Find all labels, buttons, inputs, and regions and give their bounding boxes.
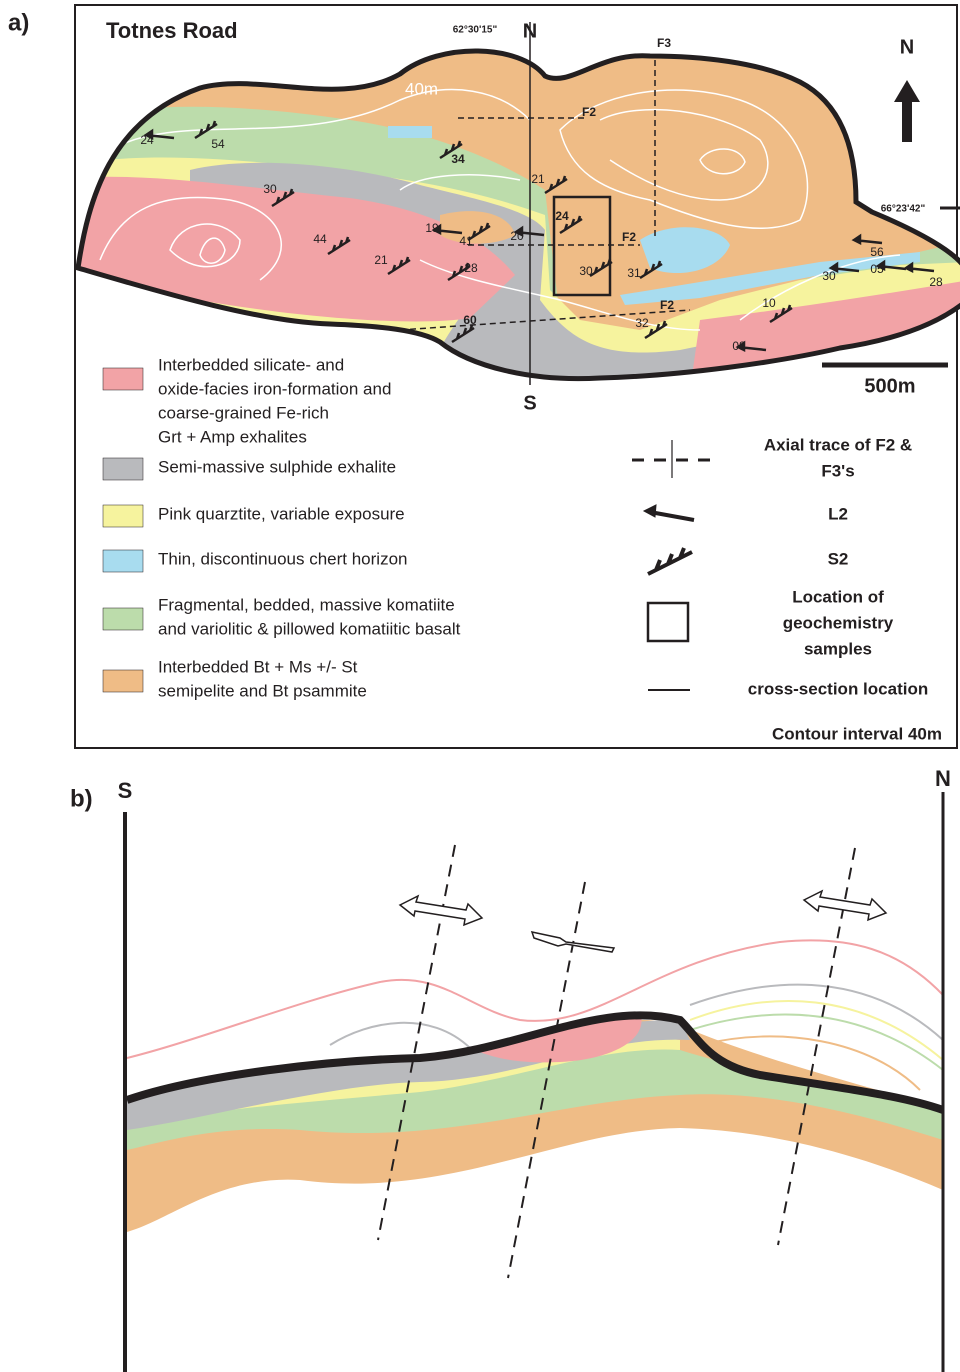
section-south: S (118, 778, 133, 803)
legend-swatch (103, 550, 143, 572)
panel-label: a) (8, 9, 29, 36)
north-arrow (894, 80, 920, 142)
legend-swatch (103, 505, 143, 527)
symbol-label: Axial trace of F2 & (764, 435, 912, 454)
legend-label: Pink quarztite, variable exposure (158, 504, 405, 523)
dip-label: 30 (263, 182, 277, 196)
dip-label: 21 (374, 253, 388, 267)
legend-label: oxide-facies iron-formation and (158, 379, 391, 398)
section-north: N (935, 766, 951, 791)
symbol-label: samples (804, 639, 872, 658)
dip-label: 24 (555, 209, 569, 223)
legend-label: coarse-grained Fe-rich (158, 403, 329, 422)
figure: a) Totnes Road 40m N (0, 0, 960, 1372)
cross-section (125, 792, 943, 1372)
legend-label: Thin, discontinuous chert horizon (158, 549, 407, 568)
legend-label: and variolitic & pillowed komatiitic bas… (158, 619, 461, 638)
dip-label: 30 (822, 269, 836, 283)
unit-chert (388, 126, 432, 138)
legend-label: Interbedded silicate- and (158, 355, 344, 374)
dip-label: 28 (929, 275, 943, 289)
dip-label: 44 (313, 232, 327, 246)
dip-label: 56 (870, 245, 884, 259)
map-units (70, 30, 960, 390)
legend-swatch (103, 608, 143, 630)
legend-label: Fragmental, bedded, massive komatiite (158, 595, 455, 614)
legend-label: Interbedded Bt + Ms +/- St (158, 657, 358, 676)
legend-label: Grt + Amp exhalites (158, 427, 307, 446)
symbol-label: L2 (828, 504, 848, 523)
symbol-label: geochemistry (783, 613, 894, 632)
contour-interval: Contour interval 40m (772, 724, 942, 743)
north-label: N (900, 36, 914, 58)
symbol-label: F3's (821, 461, 854, 480)
symbol-label: cross-section location (748, 679, 928, 698)
panel-label: b) (70, 785, 93, 812)
latitude: 66°23'42" (881, 204, 926, 215)
fold-label: F2 (582, 105, 596, 119)
contour-label: 40m (405, 79, 438, 98)
symbol-glyphs (632, 440, 710, 690)
legend-swatch (103, 670, 143, 692)
fold-label: F2 (622, 230, 636, 244)
dip-label: 31 (627, 266, 641, 280)
legend-label: semipelite and Bt psammite (158, 681, 367, 700)
legend-swatch (103, 458, 143, 480)
longitude: 62°30'15" (453, 25, 498, 36)
section-north: N (523, 20, 537, 42)
dip-label: 34 (451, 152, 465, 166)
symbol-label: S2 (828, 549, 849, 568)
legend-label: Semi-massive sulphide exhalite (158, 457, 396, 476)
scale-label: 500m (864, 375, 915, 397)
dip-label: 21 (531, 172, 545, 186)
dip-label: 41 (459, 234, 473, 248)
section-south: S (523, 392, 536, 414)
dip-label: 32 (635, 316, 649, 330)
dip-label: 54 (211, 137, 225, 151)
symbol-label: Location of (792, 587, 884, 606)
dip-label: 60 (463, 313, 477, 327)
map-title: Totnes Road (106, 18, 238, 43)
legend-swatch (103, 368, 143, 390)
dip-label: 10 (762, 296, 776, 310)
fold-label: F2 (660, 298, 674, 312)
fold-label: F3 (657, 36, 671, 50)
